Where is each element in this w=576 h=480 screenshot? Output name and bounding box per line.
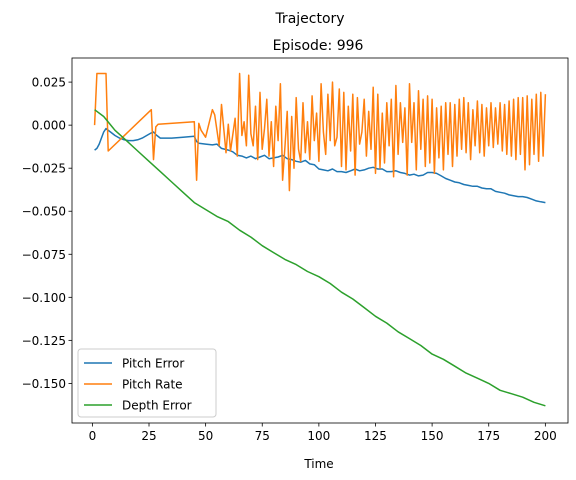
y-tick-label: 0.000	[32, 119, 66, 133]
x-tick-label: 50	[198, 429, 213, 443]
y-tick-label: −0.075	[22, 248, 66, 262]
series-line-pitch-rate	[93, 72, 547, 192]
legend-label: Pitch Error	[122, 357, 184, 371]
legend-label: Pitch Rate	[122, 378, 183, 392]
series-line-depth-error	[94, 109, 546, 407]
legend-label: Depth Error	[122, 399, 192, 413]
axes-frame	[71, 57, 569, 424]
x-tick-label: 125	[364, 429, 387, 443]
y-tick-label: −0.150	[22, 377, 66, 391]
y-tick-label: −0.050	[22, 205, 66, 219]
x-axis: 0 25 50 75 100 125 150 175 200	[89, 423, 557, 443]
figure-suptitle: Trajectory	[274, 11, 344, 27]
y-tick-label: −0.025	[22, 162, 66, 176]
x-tick-label: 0	[89, 429, 97, 443]
x-tick-label: 25	[141, 429, 156, 443]
x-tick-label: 150	[421, 429, 444, 443]
legend: Pitch Error Pitch Rate Depth Error	[77, 348, 217, 418]
y-tick-label: −0.100	[22, 291, 66, 305]
y-tick-label: 0.025	[32, 76, 66, 90]
x-tick-label: 175	[477, 429, 500, 443]
x-tick-label: 75	[255, 429, 270, 443]
x-tick-label: 200	[534, 429, 557, 443]
series-line-pitch-error	[94, 127, 546, 204]
x-tick-label: 100	[307, 429, 330, 443]
y-tick-label: −0.125	[22, 334, 66, 348]
x-axis-label: Time	[303, 457, 333, 471]
chart-title: Episode: 996	[273, 38, 364, 54]
plot-area	[93, 72, 547, 407]
legend-box	[77, 348, 217, 418]
y-axis: 0.025 0.000 −0.025 −0.050 −0.075 −0.100 −0.125…	[22, 76, 72, 391]
